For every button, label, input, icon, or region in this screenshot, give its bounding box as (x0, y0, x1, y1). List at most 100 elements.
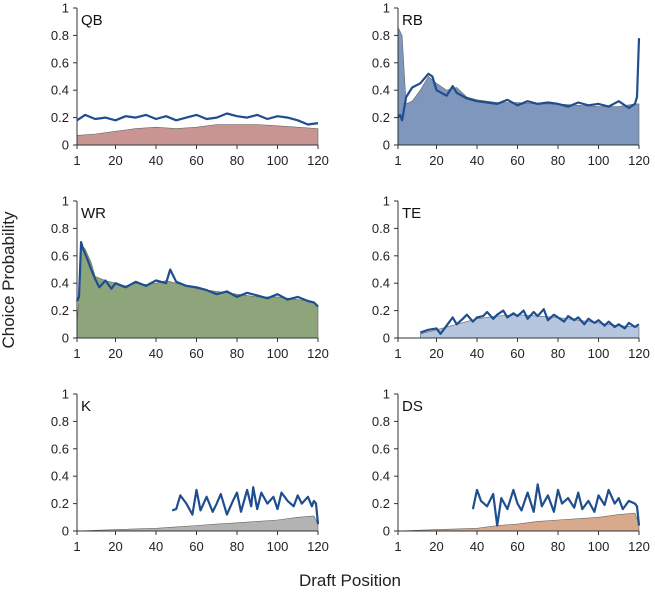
x-tick-label: 60 (510, 153, 524, 168)
panel-title-k: K (81, 398, 91, 415)
y-tick-label: 0.2 (372, 110, 390, 125)
y-tick-label: 0.6 (51, 441, 69, 456)
x-tick-label: 1 (394, 346, 401, 361)
x-tick-label: 40 (149, 539, 163, 554)
y-tick-label: 1 (62, 194, 69, 209)
line-series-rb (397, 38, 641, 122)
x-tick-label: 80 (230, 346, 244, 361)
x-tick-label: 60 (189, 539, 203, 554)
x-tick-label: 100 (588, 346, 610, 361)
x-tick-label: 20 (108, 539, 122, 554)
y-tick-label: 0 (383, 331, 390, 346)
panel-title-wr: WR (81, 205, 106, 222)
y-tick-label: 1 (383, 1, 390, 16)
panel-title-rb: RB (402, 12, 423, 29)
y-tick-label: 0.6 (372, 441, 390, 456)
y-tick-label: 0.6 (372, 55, 390, 70)
area-series-k (76, 515, 319, 532)
x-tick-label: 40 (470, 153, 484, 168)
y-tick-label: 1 (62, 1, 69, 16)
x-tick-label: 40 (470, 539, 484, 554)
area-series-wr (76, 244, 319, 339)
y-tick-label: 0 (62, 331, 69, 346)
x-tick-label: 80 (551, 539, 565, 554)
line-series-ds (471, 483, 641, 527)
y-tick-label: 1 (62, 387, 69, 402)
x-tick-label: 120 (307, 346, 329, 361)
x-tick-label: 100 (267, 346, 289, 361)
x-tick-label: 20 (429, 153, 443, 168)
y-tick-label: 0.4 (51, 83, 69, 98)
x-tick-label: 120 (628, 153, 650, 168)
x-tick-label: 100 (267, 153, 289, 168)
x-tick-label: 1 (73, 346, 80, 361)
x-tick-label: 60 (510, 539, 524, 554)
x-tick-label: 80 (551, 346, 565, 361)
y-tick-label: 0 (62, 138, 69, 153)
y-tick-label: 0 (62, 524, 69, 539)
line-series-te (419, 308, 640, 335)
x-tick-label: 80 (230, 153, 244, 168)
y-tick-label: 0.8 (372, 28, 390, 43)
x-tick-label: 100 (588, 153, 610, 168)
x-tick-label: 60 (510, 346, 524, 361)
y-tick-label: 0.6 (51, 248, 69, 263)
y-tick-label: 0.2 (51, 496, 69, 511)
y-axis-title: Choice Probability (0, 211, 18, 349)
x-tick-label: 1 (73, 539, 80, 554)
y-tick-label: 0.2 (372, 303, 390, 318)
x-axis-title: Draft Position (299, 571, 401, 590)
x-tick-label: 120 (628, 346, 650, 361)
x-tick-label: 40 (149, 346, 163, 361)
area-series-ds (397, 512, 640, 532)
y-tick-label: 0.4 (51, 469, 69, 484)
x-tick-label: 1 (394, 153, 401, 168)
x-tick-label: 20 (108, 346, 122, 361)
y-tick-label: 0.8 (51, 414, 69, 429)
y-tick-label: 0.2 (51, 110, 69, 125)
x-tick-label: 120 (307, 153, 329, 168)
line-series-wr (76, 241, 319, 308)
y-tick-label: 0.6 (51, 55, 69, 70)
x-tick-label: 1 (73, 153, 80, 168)
y-tick-label: 0.8 (372, 414, 390, 429)
x-tick-label: 40 (470, 346, 484, 361)
x-tick-label: 40 (149, 153, 163, 168)
line-series-qb (76, 112, 319, 126)
x-tick-label: 80 (230, 539, 244, 554)
x-tick-label: 100 (267, 539, 289, 554)
y-tick-label: 0.4 (51, 276, 69, 291)
x-tick-label: 60 (189, 153, 203, 168)
y-tick-label: 0.8 (51, 28, 69, 43)
panel-title-qb: QB (81, 12, 103, 29)
x-tick-label: 120 (628, 539, 650, 554)
y-tick-label: 0.2 (372, 496, 390, 511)
line-series-k (171, 486, 320, 525)
x-tick-label: 80 (551, 153, 565, 168)
y-tick-label: 0.8 (51, 221, 69, 236)
y-tick-label: 0 (383, 138, 390, 153)
y-tick-label: 0 (383, 524, 390, 539)
area-series-qb (76, 124, 319, 146)
panels: 00.20.40.60.811 20 40 60 80 100 120QB00.20.40.… (51, 1, 650, 555)
x-tick-label: 20 (108, 153, 122, 168)
x-tick-label: 60 (189, 346, 203, 361)
y-tick-label: 0.6 (372, 248, 390, 263)
panel-title-te: TE (402, 205, 421, 222)
y-tick-label: 0.4 (372, 83, 390, 98)
x-tick-label: 120 (307, 539, 329, 554)
panel-title-ds: DS (402, 398, 423, 415)
x-tick-label: 1 (394, 539, 401, 554)
y-tick-label: 1 (383, 387, 390, 402)
x-tick-label: 20 (429, 346, 443, 361)
y-tick-label: 0.4 (372, 469, 390, 484)
y-tick-label: 0.8 (372, 221, 390, 236)
y-tick-label: 0.4 (372, 276, 390, 291)
